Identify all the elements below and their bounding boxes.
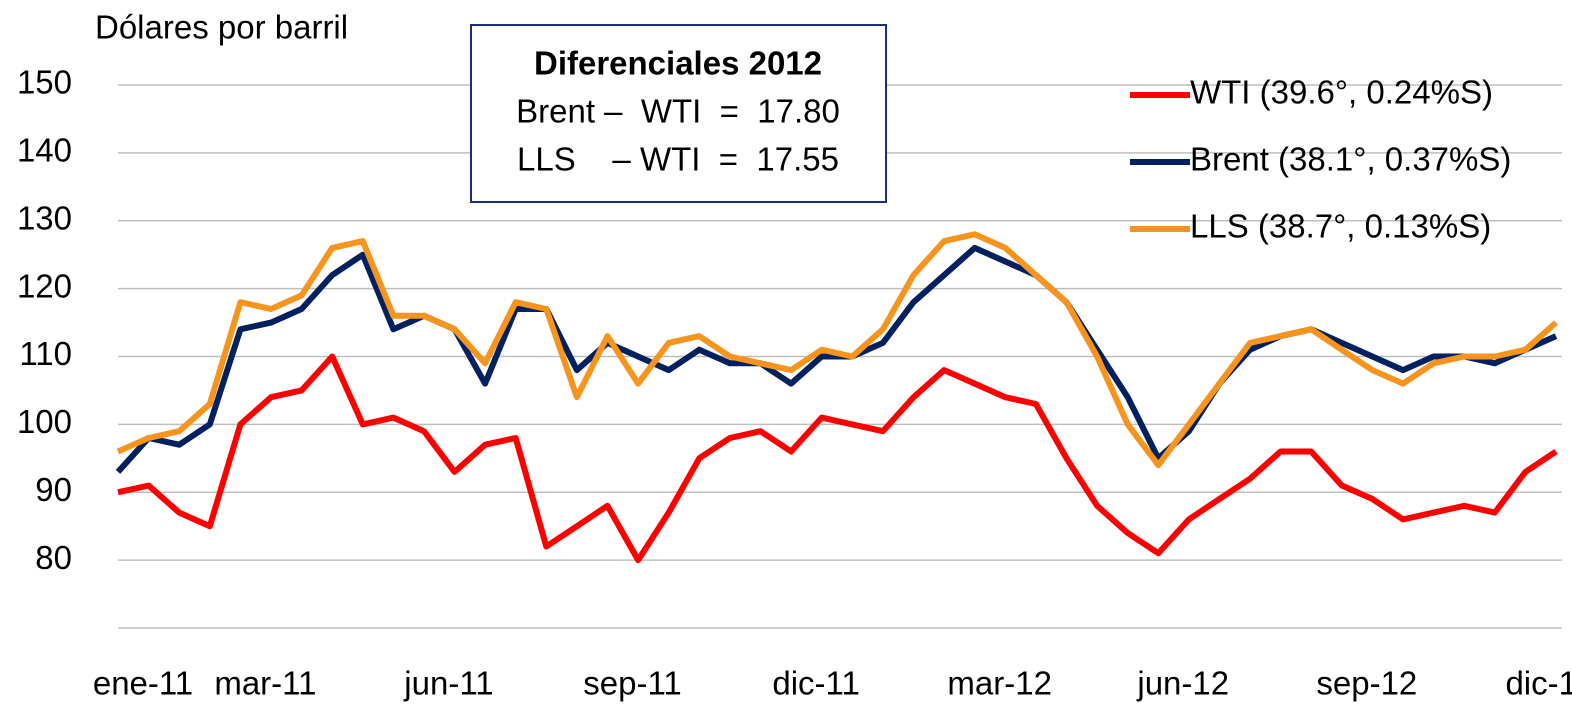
y-tick-label: 90	[35, 471, 72, 508]
x-tick-label: mar-11	[214, 665, 316, 702]
y-tick-label: 140	[17, 132, 72, 169]
y-tick-label: 110	[19, 335, 72, 372]
legend-label: LLS (38.7°, 0.13%S)	[1190, 208, 1491, 245]
x-tick-label: jun-12	[1136, 665, 1229, 702]
series-line	[116, 231, 1558, 469]
legend-label: WTI (39.6°, 0.24%S)	[1190, 74, 1493, 111]
series-line	[117, 353, 1558, 564]
x-tick-label: sep-11	[583, 665, 681, 702]
annotation-title: Diferenciales 2012	[534, 45, 822, 82]
legend-label: Brent (38.1°, 0.37%S)	[1190, 141, 1511, 178]
x-tick-label: ene-11	[93, 665, 193, 702]
y-tick-label: 130	[17, 199, 72, 236]
x-tick-label: jun-11	[403, 665, 493, 702]
y-tick-label: 150	[17, 64, 72, 101]
x-tick-label: mar-12	[947, 665, 1052, 702]
annotation-box	[470, 24, 887, 203]
y-axis-label: Dólares por barril	[95, 9, 348, 46]
y-tick-label: 100	[17, 403, 72, 440]
annotation-line: Brent – WTI = 17.80	[516, 93, 840, 130]
x-tick-label: sep-12	[1316, 665, 1417, 702]
x-tick-label: dic-11	[772, 665, 859, 702]
y-tick-label: 120	[17, 267, 72, 304]
y-tick-label: 80	[35, 539, 72, 576]
x-tick-label: dic-12	[1505, 665, 1572, 702]
annotation-line: LLS – WTI = 17.55	[517, 141, 839, 178]
